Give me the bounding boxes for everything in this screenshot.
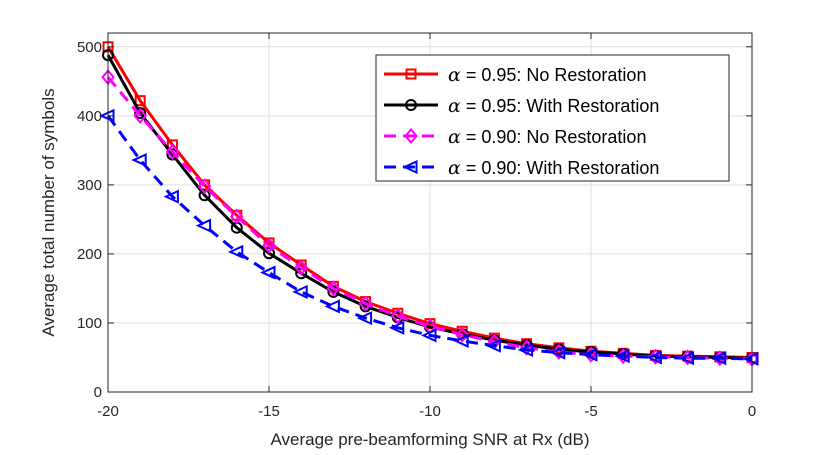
data-point	[517, 342, 534, 357]
data-point	[134, 95, 146, 107]
data-point	[614, 349, 630, 364]
data-point	[294, 259, 309, 276]
data-point	[485, 338, 501, 353]
x-tick-label: -10	[419, 403, 441, 420]
y-tick-label: 500	[77, 39, 102, 56]
data-point	[551, 343, 566, 361]
data-point	[582, 347, 598, 362]
data-point	[549, 345, 566, 360]
legend-marker	[404, 127, 418, 145]
legend-alpha-symbol: α	[448, 95, 461, 117]
data-point	[131, 152, 147, 168]
x-tick-label: -15	[258, 403, 280, 420]
legend-marker	[405, 68, 417, 80]
data-point	[262, 237, 276, 254]
data-point	[133, 107, 148, 124]
legend-marker	[402, 159, 418, 175]
data-point	[648, 348, 663, 365]
y-tick-label: 0	[94, 384, 102, 401]
data-point	[680, 349, 695, 366]
y-axis-label: Average total number of symbols	[39, 88, 58, 336]
data-point	[163, 189, 179, 204]
data-point	[165, 143, 180, 160]
legend-alpha-symbol: α	[448, 157, 461, 179]
data-point	[356, 311, 373, 326]
tick-labels: -20 -15 -10 -5 0 0 100 200 300 400 500	[77, 39, 756, 420]
data-point	[197, 178, 212, 195]
data-point	[324, 299, 340, 314]
data-point	[358, 295, 373, 312]
data-point	[195, 218, 212, 233]
y-tick-label: 400	[77, 108, 102, 125]
data-point	[229, 208, 244, 225]
legend-box	[375, 54, 730, 182]
legend-label: α = 0.95: With Restoration	[448, 95, 659, 117]
legend-entry: α = 0.90: No Restoration	[384, 126, 646, 148]
x-axis-label: Average pre-beamforming SNR at Rx (dB)	[270, 430, 589, 449]
data-point	[260, 265, 276, 280]
x-tick-label: 0	[748, 403, 756, 420]
data-point	[292, 284, 308, 299]
data-point	[388, 320, 405, 335]
legend-label-text: = 0.90: With Restoration	[461, 158, 660, 178]
y-tick-label: 200	[77, 246, 102, 263]
axis-ticks	[107, 33, 753, 393]
legend-label: α = 0.90: With Restoration	[448, 157, 659, 179]
data-point	[453, 333, 469, 348]
data-point	[227, 244, 244, 259]
data-point	[678, 351, 695, 366]
data-point	[421, 328, 437, 343]
x-tick-label: -20	[97, 403, 119, 420]
legend-label-text: = 0.95: No Restoration	[461, 65, 647, 85]
legend-label-text: = 0.90: No Restoration	[461, 127, 647, 147]
legend-label: α = 0.90: No Restoration	[448, 126, 646, 148]
x-tick-label: -5	[584, 403, 597, 420]
data-point	[198, 189, 211, 202]
legend-entry: α = 0.90: With Restoration	[384, 157, 659, 179]
data-point	[455, 326, 470, 343]
legend-marker	[405, 99, 417, 111]
y-tick-label: 300	[77, 177, 102, 194]
legend-alpha-symbol: α	[448, 64, 461, 86]
legend-alpha-symbol: α	[448, 126, 461, 148]
legend-label-text: = 0.95: With Restoration	[461, 96, 660, 116]
legend-entry: α = 0.95: No Restoration	[384, 64, 646, 86]
y-tick-label: 100	[77, 315, 102, 332]
data-point	[326, 280, 341, 297]
legend-label: α = 0.95: No Restoration	[448, 64, 646, 86]
data-point	[390, 308, 405, 325]
data-point	[646, 350, 662, 365]
legend-entry: α = 0.95: With Restoration	[384, 95, 659, 117]
series-line	[106, 114, 753, 361]
data-point	[710, 351, 727, 366]
data-point	[263, 247, 275, 260]
